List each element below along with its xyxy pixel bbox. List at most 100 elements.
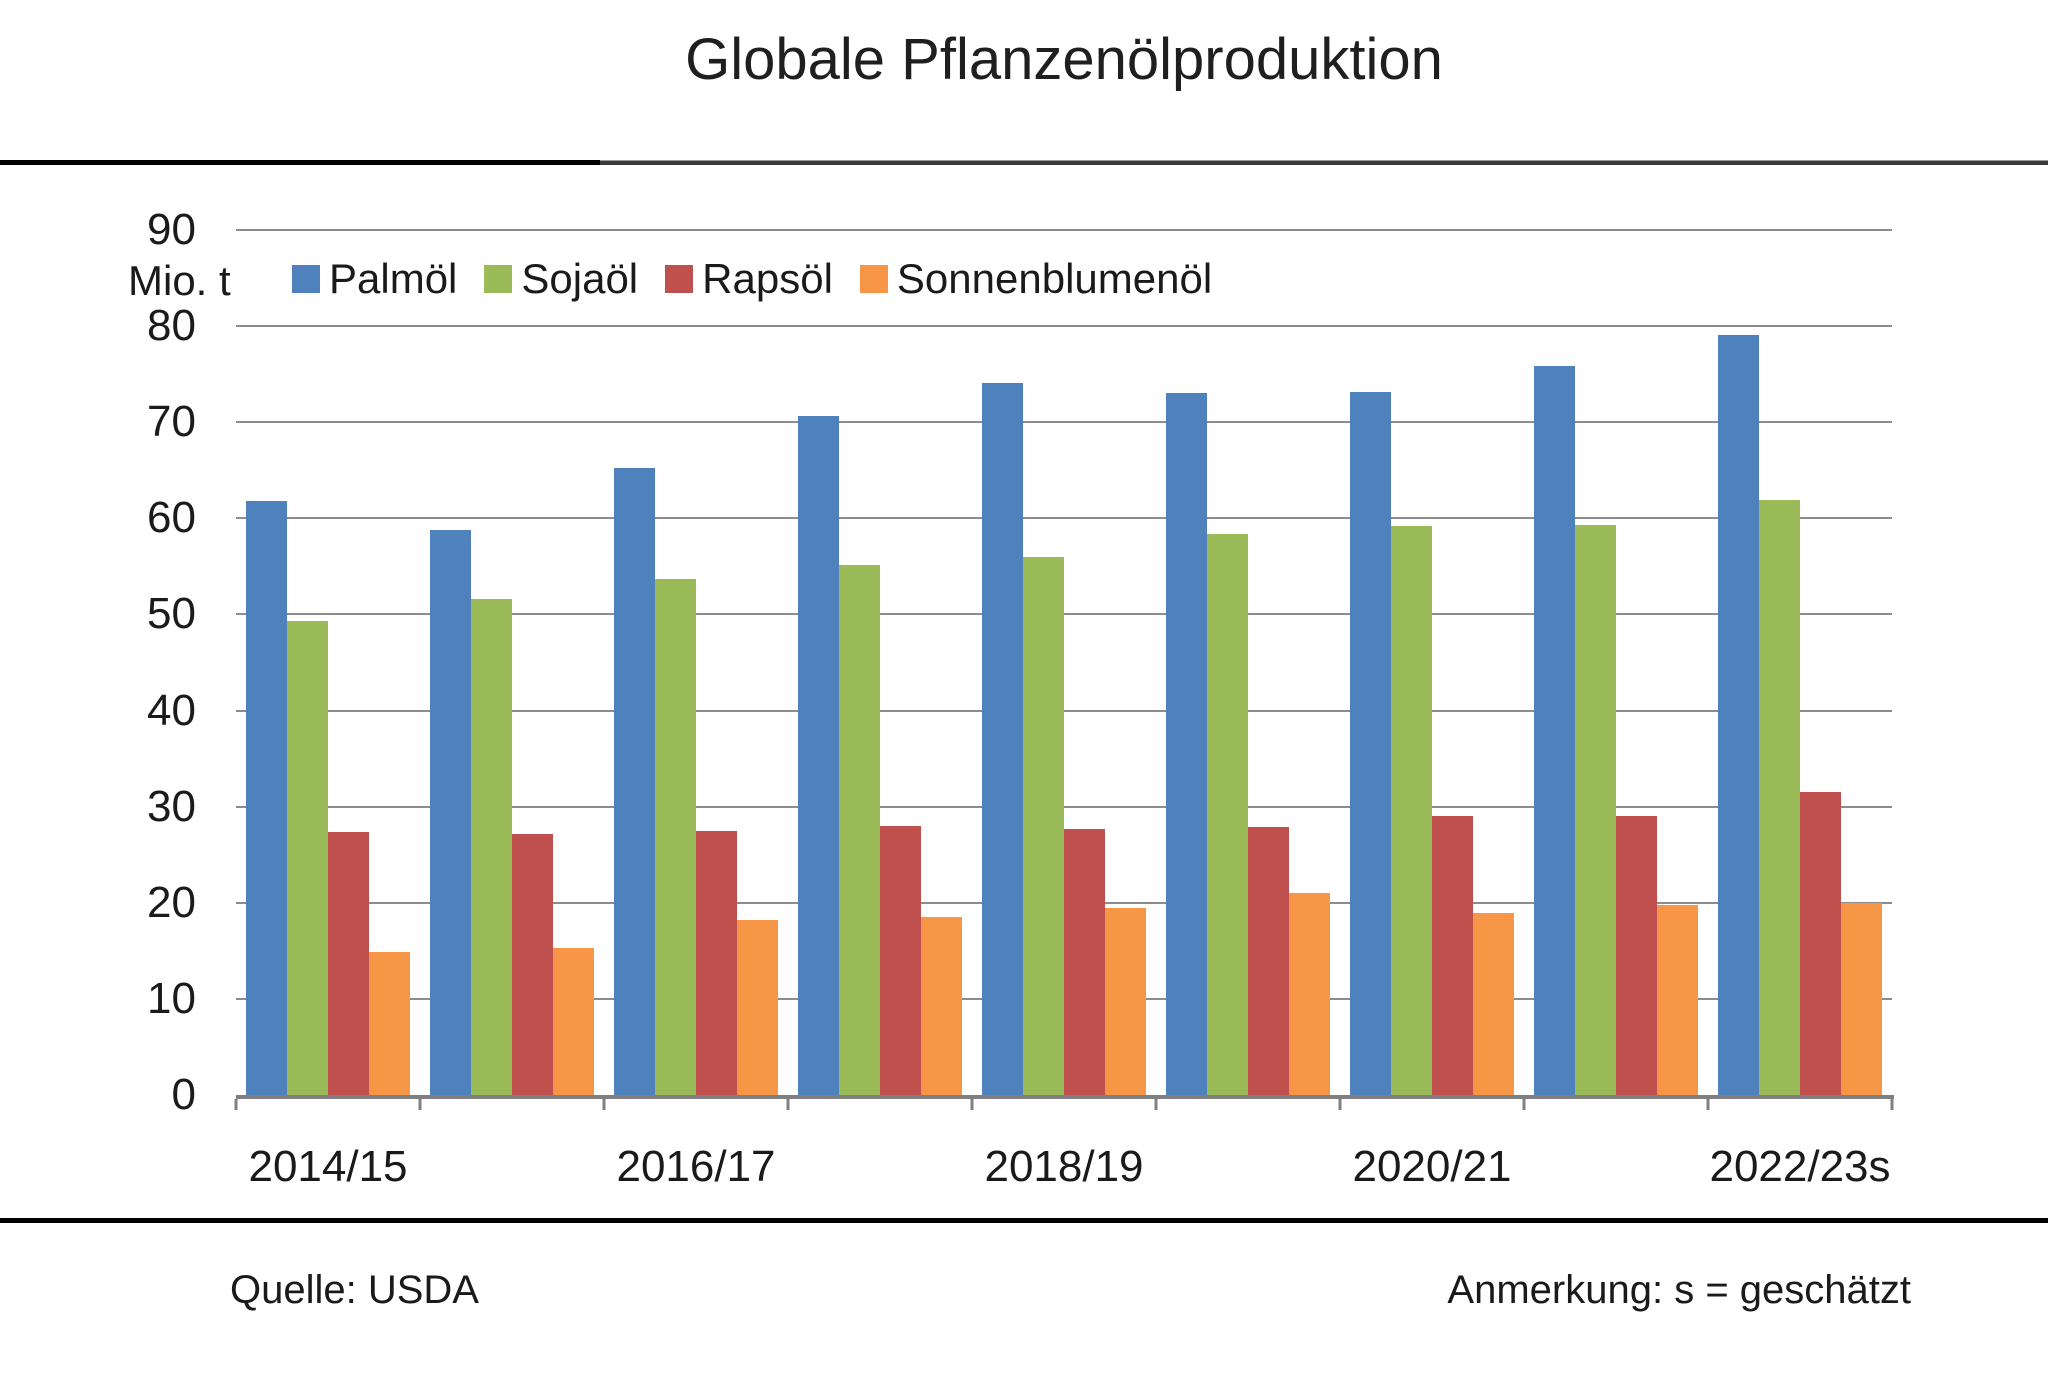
bar-palmoel-2017-18 <box>798 416 839 1095</box>
bar-group-2016-17 <box>604 230 788 1095</box>
bar-palmoel-2015-16 <box>430 529 471 1095</box>
bar-palmoel-2019-20 <box>1166 393 1207 1095</box>
title-divider-left-segment <box>0 160 600 165</box>
source-note: Quelle: USDA <box>230 1268 479 1312</box>
gridline-60 <box>236 517 1892 520</box>
bar-sojaoel-2015-16 <box>471 599 512 1095</box>
bar-rapsoel-2019-20 <box>1248 826 1289 1095</box>
bar-palmoel-2014-15 <box>246 501 287 1095</box>
bar-sonnenblumenoel-2019-20 <box>1289 893 1330 1095</box>
bar-sojaoel-2016-17 <box>655 578 696 1095</box>
y-axis-unit-label: Mio. t <box>128 257 231 304</box>
gridline-30 <box>236 805 1892 808</box>
legend-swatch-icon <box>484 265 513 293</box>
bar-rapsoel-2022-23s <box>1800 792 1841 1095</box>
x-tick-label-2020-21: 2020/21 <box>1352 1142 1512 1191</box>
bar-sojaoel-2022-23s <box>1759 500 1800 1095</box>
bar-sonnenblumenoel-2015-16 <box>553 947 594 1095</box>
bar-sonnenblumenoel-2022-23s <box>1841 902 1882 1095</box>
x-axis-tick-7 <box>1522 1099 1526 1110</box>
bar-rapsoel-2014-15 <box>328 831 369 1095</box>
bar-group-2018-19 <box>972 230 1156 1095</box>
gridline-70 <box>236 421 1892 424</box>
x-axis-tick-9 <box>1890 1099 1894 1110</box>
y-tick-label-70: 70 <box>147 397 196 447</box>
bar-palmoel-2021-22 <box>1534 365 1575 1095</box>
x-axis-tick-6 <box>1338 1099 1342 1110</box>
bar-group-2017-18 <box>788 230 972 1095</box>
bar-groups <box>236 230 1892 1095</box>
gridline-40 <box>236 709 1892 712</box>
title-divider-right-segment <box>600 160 2048 165</box>
bar-group-2021-22 <box>1524 230 1708 1095</box>
y-tick-label-40: 40 <box>147 685 196 735</box>
x-axis-tick-5 <box>1154 1099 1158 1110</box>
legend-swatch-icon <box>292 265 320 293</box>
bar-palmoel-2018-19 <box>982 382 1023 1095</box>
legend: Palmöl Sojaöl Rapsöl Sonnenblumenöl <box>292 256 1212 302</box>
x-axis-line <box>236 1095 1894 1099</box>
y-tick-label-50: 50 <box>147 589 196 639</box>
x-axis-tick-3 <box>786 1099 790 1110</box>
footer-divider <box>0 1218 2048 1223</box>
y-tick-label-30: 30 <box>147 781 196 831</box>
x-axis-tick-8 <box>1706 1099 1710 1110</box>
bar-sonnenblumenoel-2021-22 <box>1657 904 1698 1095</box>
bar-sonnenblumenoel-2017-18 <box>921 917 962 1095</box>
legend-label: Rapsöl <box>702 255 833 302</box>
title-divider <box>0 160 2048 166</box>
x-tick-label-empty <box>1156 1142 1340 1192</box>
x-axis-tick-0 <box>234 1099 238 1110</box>
legend-label: Palmöl <box>329 255 458 302</box>
bar-palmoel-2020-21 <box>1350 392 1391 1095</box>
y-tick-label-90: 90 <box>147 205 196 254</box>
bar-sonnenblumenoel-2020-21 <box>1473 913 1514 1095</box>
legend-swatch-icon <box>859 265 888 293</box>
gridline-50 <box>236 613 1892 616</box>
x-axis-labels: 2014/15 2016/17 2018/19 2020/21 2022/23s <box>236 1142 1892 1192</box>
legend-item-sojaoel: Sojaöl <box>484 256 638 302</box>
bar-group-2015-16 <box>420 230 604 1095</box>
bar-palmoel-2016-17 <box>614 468 655 1095</box>
legend-item-palmoel: Palmöl <box>292 256 457 302</box>
y-tick-label-20: 20 <box>147 877 196 927</box>
x-tick-label-2022-23s: 2022/23s <box>1709 1142 1891 1191</box>
bar-rapsoel-2021-22 <box>1616 816 1657 1095</box>
gridline-90 <box>236 229 1892 231</box>
estimate-note: Anmerkung: s = geschätzt <box>1447 1268 1911 1312</box>
bar-rapsoel-2018-19 <box>1064 828 1105 1095</box>
bar-sojaoel-2017-18 <box>839 565 880 1095</box>
y-tick-label-0: 0 <box>171 1070 196 1119</box>
y-tick-label-10: 10 <box>147 973 196 1023</box>
bar-group-2020-21 <box>1340 230 1524 1095</box>
x-tick-label-empty <box>1524 1142 1708 1192</box>
x-tick-label-2018-19: 2018/19 <box>984 1142 1144 1191</box>
x-tick-label-2014-15: 2014/15 <box>248 1142 408 1191</box>
legend-label: Sonnenblumenöl <box>896 255 1213 302</box>
x-axis-tick-1 <box>418 1099 422 1110</box>
x-tick-label-empty <box>788 1142 972 1192</box>
bar-sojaoel-2020-21 <box>1391 526 1432 1095</box>
bar-sojaoel-2014-15 <box>287 621 328 1095</box>
bar-group-2022-23s <box>1708 230 1892 1095</box>
bar-sonnenblumenoel-2018-19 <box>1105 907 1146 1095</box>
bar-sonnenblumenoel-2014-15 <box>369 951 410 1095</box>
chart-title: Globale Pflanzenölproduktion <box>685 27 1443 92</box>
y-tick-label-60: 60 <box>147 493 196 543</box>
bar-group-2019-20 <box>1156 230 1340 1095</box>
x-tick-label-2016-17: 2016/17 <box>616 1142 776 1191</box>
y-axis-labels: 0 10 20 30 40 50 60 70 80 90 <box>0 208 196 1117</box>
bar-palmoel-2022-23s <box>1718 334 1759 1095</box>
x-axis-tick-2 <box>602 1099 606 1110</box>
x-tick-label-empty <box>420 1142 604 1192</box>
bar-sojaoel-2021-22 <box>1575 525 1616 1095</box>
bar-group-2014-15 <box>236 230 420 1095</box>
gridline-80 <box>236 325 1892 328</box>
bar-sojaoel-2019-20 <box>1207 533 1248 1095</box>
legend-label: Sojaöl <box>521 255 639 302</box>
legend-item-rapsoel: Rapsöl <box>665 256 833 302</box>
bar-rapsoel-2016-17 <box>696 830 737 1095</box>
bar-rapsoel-2020-21 <box>1432 816 1473 1095</box>
legend-swatch-icon <box>665 265 694 293</box>
